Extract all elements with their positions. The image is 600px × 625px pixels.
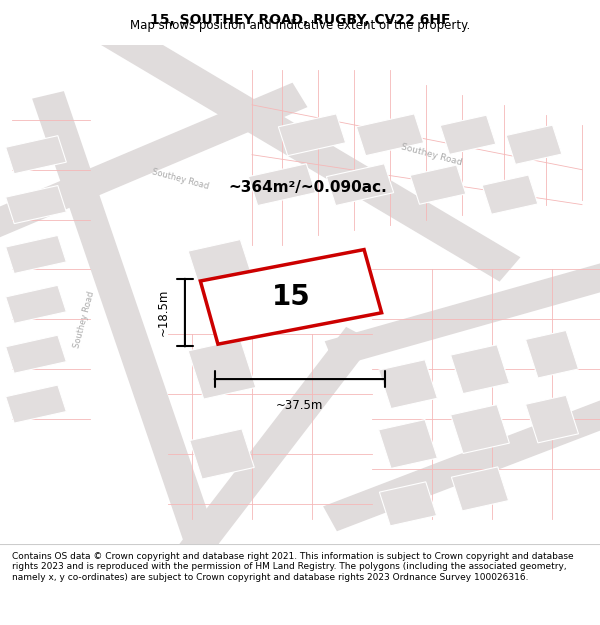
Polygon shape (5, 385, 67, 423)
Polygon shape (188, 239, 256, 299)
Polygon shape (379, 360, 437, 409)
Text: 15: 15 (272, 283, 310, 311)
Text: Map shows position and indicative extent of the property.: Map shows position and indicative extent… (130, 19, 470, 32)
Polygon shape (80, 8, 520, 282)
Polygon shape (356, 114, 424, 156)
Polygon shape (323, 392, 600, 531)
Polygon shape (32, 91, 226, 572)
Polygon shape (5, 236, 67, 274)
Polygon shape (506, 125, 562, 164)
Polygon shape (166, 327, 374, 576)
Polygon shape (326, 164, 394, 206)
Polygon shape (0, 82, 307, 247)
Polygon shape (440, 115, 496, 154)
Text: ~18.5m: ~18.5m (157, 289, 170, 336)
Text: Southey Road: Southey Road (400, 142, 464, 168)
Polygon shape (248, 164, 316, 206)
Polygon shape (451, 404, 509, 454)
Polygon shape (451, 467, 509, 511)
Polygon shape (526, 331, 578, 378)
Polygon shape (278, 114, 346, 156)
Polygon shape (5, 335, 67, 373)
Text: Southey Road: Southey Road (151, 168, 209, 192)
Text: Southey Road: Southey Road (72, 290, 96, 349)
Polygon shape (379, 419, 437, 468)
Polygon shape (190, 429, 254, 479)
Text: Contains OS data © Crown copyright and database right 2021. This information is : Contains OS data © Crown copyright and d… (12, 552, 574, 582)
Text: ~37.5m: ~37.5m (276, 399, 323, 412)
Polygon shape (5, 186, 67, 224)
Polygon shape (379, 482, 437, 526)
Polygon shape (325, 256, 600, 368)
Polygon shape (410, 165, 466, 204)
Polygon shape (5, 136, 67, 174)
Polygon shape (200, 249, 382, 344)
Text: ~364m²/~0.090ac.: ~364m²/~0.090ac. (228, 179, 387, 194)
Polygon shape (188, 339, 256, 399)
Polygon shape (482, 175, 538, 214)
Polygon shape (5, 285, 67, 323)
Polygon shape (451, 345, 509, 394)
Polygon shape (526, 395, 578, 443)
Text: 15, SOUTHEY ROAD, RUGBY, CV22 6HF: 15, SOUTHEY ROAD, RUGBY, CV22 6HF (150, 12, 450, 27)
